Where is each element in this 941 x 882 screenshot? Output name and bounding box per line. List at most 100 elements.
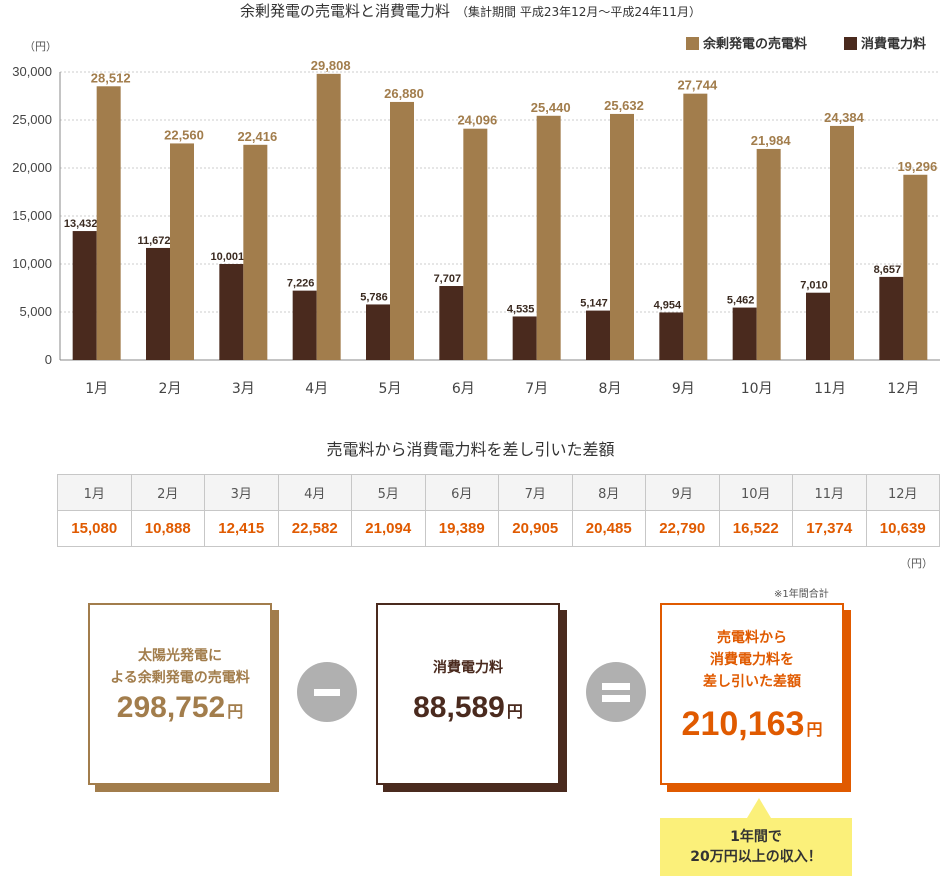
difference-value-10: 16,522 xyxy=(718,510,793,547)
consumed-value-label: 4,954 xyxy=(654,299,682,311)
consumed-bar xyxy=(439,286,464,360)
callout-pointer xyxy=(747,798,771,818)
sold-total-unit: 円 xyxy=(227,702,244,721)
x-tick-label: 8月 xyxy=(599,381,622,397)
sold-bar xyxy=(830,125,854,360)
difference-month-10: 10月 xyxy=(718,474,793,511)
net-label-2: 消費電力料を xyxy=(710,652,794,668)
y-tick-label: 25,000 xyxy=(12,112,52,127)
difference-header-row: 1月 2月 3月 4月 5月 6月 7月 8月 9月 10月 11月 12月 xyxy=(57,474,940,511)
difference-unit: （円） xyxy=(900,557,933,570)
x-tick-label: 1月 xyxy=(85,381,108,397)
y-tick-label: 10,000 xyxy=(12,256,52,271)
sold-bar xyxy=(903,174,928,360)
x-tick-label: 9月 xyxy=(672,381,695,397)
sold-value-label: 21,984 xyxy=(751,133,792,148)
x-tick-label: 7月 xyxy=(525,381,548,397)
sold-label-1: 太陽光発電に xyxy=(138,648,222,664)
x-tick-label: 5月 xyxy=(379,381,402,397)
consumed-value-label: 5,462 xyxy=(727,295,755,307)
sold-bar xyxy=(463,128,488,360)
consumed-value-label: 7,226 xyxy=(287,278,315,290)
consumed-value-label: 5,786 xyxy=(360,291,388,303)
net-label-3: 差し引いた差額 xyxy=(703,674,801,690)
sold-bar xyxy=(170,143,194,360)
consumed-total-value: 88,589 xyxy=(413,691,505,724)
sold-value-label: 26,880 xyxy=(384,86,424,101)
difference-value-7: 20,905 xyxy=(498,510,573,547)
difference-month-9: 9月 xyxy=(645,474,720,511)
y-tick-label: 30,000 xyxy=(12,64,52,79)
net-total-box: 売電料から 消費電力料を 差し引いた差額 210,163 円 xyxy=(660,603,844,785)
difference-value-4: 22,582 xyxy=(277,510,352,547)
net-total-unit: 円 xyxy=(806,720,823,739)
chart-title-main: 余剰発電の売電料と消費電力料 xyxy=(240,2,451,20)
sold-value-label: 22,560 xyxy=(164,127,204,142)
difference-value-2: 10,888 xyxy=(130,510,205,547)
sold-bar xyxy=(316,73,341,360)
x-tick-label: 6月 xyxy=(452,381,475,397)
x-tick-label: 4月 xyxy=(305,381,328,397)
difference-value-8: 20,485 xyxy=(571,510,646,547)
sold-value-label: 22,416 xyxy=(237,129,277,144)
sold-total-box: 太陽光発電に よる余剰発電の売電料 298,752 円 xyxy=(88,603,272,785)
callout-line-2: 20万円以上の収入！ xyxy=(690,849,822,865)
chart-title-sub: （集計期間 平成23年12月〜平成24年11月） xyxy=(456,5,701,19)
sold-value-label: 24,384 xyxy=(824,110,865,125)
consumed-bar xyxy=(219,263,244,360)
consumed-total: 88,589 円 xyxy=(378,691,558,725)
consumed-bar xyxy=(806,292,830,360)
sold-bar xyxy=(756,148,781,360)
difference-value-11: 17,374 xyxy=(792,510,867,547)
consumed-bar xyxy=(512,316,537,360)
x-tick-label: 2月 xyxy=(159,381,182,397)
sold-value-label: 19,296 xyxy=(897,159,937,174)
legend-consumed-swatch xyxy=(844,37,857,50)
sold-value-label: 29,808 xyxy=(311,58,351,73)
sold-bar xyxy=(390,101,414,361)
annual-total-note: ※1年間合計 xyxy=(774,589,829,600)
sold-value-label: 28,512 xyxy=(91,70,131,85)
income-callout: 1年間で 20万円以上の収入！ xyxy=(660,818,852,876)
consumed-bar xyxy=(72,231,97,360)
sold-bar xyxy=(683,93,708,361)
difference-month-3: 3月 xyxy=(204,474,279,511)
sold-bar xyxy=(536,115,561,360)
net-total-value: 210,163 xyxy=(681,705,805,743)
sold-total-value: 298,752 xyxy=(116,691,226,724)
y-axis-unit: （円） xyxy=(24,40,57,53)
sold-value-label: 25,632 xyxy=(604,98,644,113)
legend-sold-label: 余剰発電の売電料 xyxy=(702,36,807,52)
difference-month-4: 4月 xyxy=(277,474,352,511)
sold-bar xyxy=(96,86,121,361)
difference-value-9: 22,790 xyxy=(645,510,720,547)
consumed-bar xyxy=(659,312,684,360)
y-tick-label: 5,000 xyxy=(19,304,52,319)
consumed-bar xyxy=(732,307,757,360)
difference-month-5: 5月 xyxy=(351,474,426,511)
difference-title: 売電料から消費電力料を差し引いた差額 xyxy=(326,440,615,459)
bar-chart: （円） 0 5,000 10,000 15,000 20,000 25,000 30,000 1… xyxy=(12,36,940,397)
difference-table: 1月 2月 3月 4月 5月 6月 7月 8月 9月 10月 11月 12月 15,080 10,888… xyxy=(57,474,940,547)
consumed-value-label: 7,010 xyxy=(800,280,828,292)
x-tick-label: 11月 xyxy=(814,381,846,397)
difference-month-8: 8月 xyxy=(571,474,646,511)
y-tick-label: 15,000 xyxy=(12,208,52,223)
difference-month-12: 12月 xyxy=(865,474,940,511)
chart-title: 余剰発電の売電料と消費電力料 （集計期間 平成23年12月〜平成24年11月） xyxy=(0,0,941,21)
consumed-bar xyxy=(292,290,317,360)
difference-month-11: 11月 xyxy=(792,474,867,511)
difference-value-3: 12,415 xyxy=(204,510,279,547)
difference-value-row: 15,080 10,888 12,415 22,582 21,094 19,389 20,9… xyxy=(57,510,940,547)
difference-value-12: 10,639 xyxy=(865,510,940,547)
difference-month-7: 7月 xyxy=(498,474,573,511)
sold-bar xyxy=(243,144,268,360)
difference-month-2: 2月 xyxy=(130,474,205,511)
consumed-label: 消費電力料 xyxy=(433,660,503,676)
consumed-value-label: 5,147 xyxy=(580,298,608,310)
minus-icon xyxy=(297,662,357,722)
difference-value-1: 15,080 xyxy=(57,510,132,547)
consumed-bar xyxy=(146,247,170,360)
consumed-total-unit: 円 xyxy=(506,702,523,721)
sold-value-label: 24,096 xyxy=(457,113,497,128)
